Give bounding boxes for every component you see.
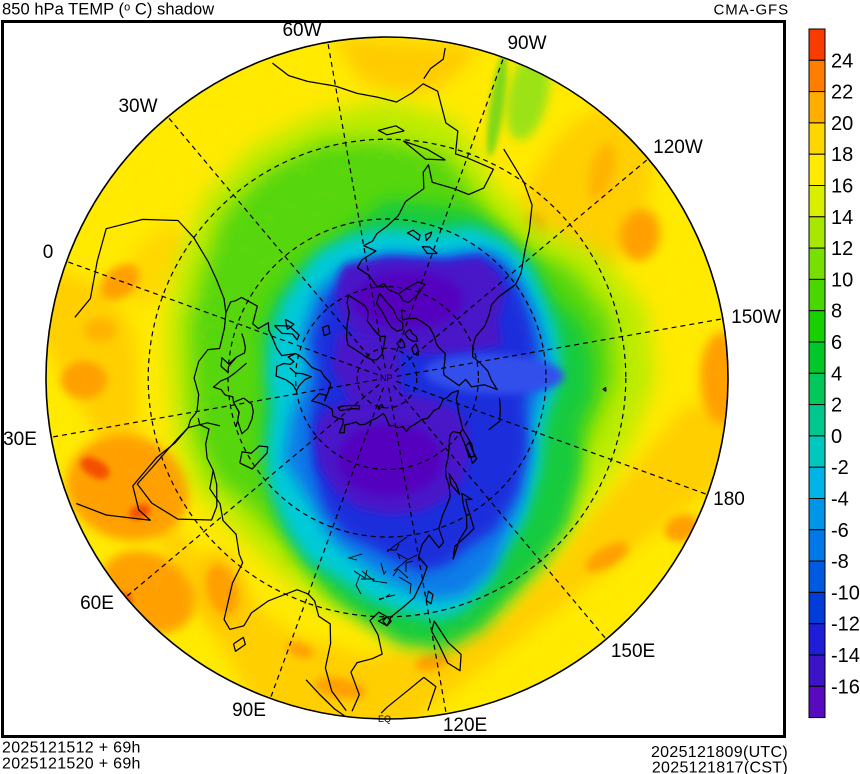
svg-text:0: 0	[831, 426, 842, 448]
svg-text:8: 8	[831, 301, 842, 323]
svg-text:-12: -12	[831, 614, 860, 636]
svg-text:150E: 150E	[611, 641, 655, 662]
svg-text:-16: -16	[831, 676, 860, 698]
svg-text:24: 24	[831, 50, 853, 72]
svg-text:2: 2	[831, 395, 842, 417]
svg-text:18: 18	[831, 144, 853, 166]
svg-text:EQ: EQ	[378, 714, 391, 724]
svg-text:90E: 90E	[232, 700, 266, 721]
svg-text:2025121512 + 69h: 2025121512 + 69h	[2, 740, 141, 757]
svg-text:NP: NP	[380, 373, 393, 383]
svg-text:2025121809(UTC): 2025121809(UTC)	[651, 744, 788, 761]
svg-text:-6: -6	[831, 520, 849, 542]
svg-text:-10: -10	[831, 582, 860, 604]
svg-text:120E: 120E	[443, 715, 487, 736]
svg-text:16: 16	[831, 176, 853, 198]
svg-text:-2: -2	[831, 457, 849, 479]
svg-text:-4: -4	[831, 489, 849, 511]
svg-text:90W: 90W	[507, 33, 546, 54]
svg-text:20: 20	[831, 113, 853, 135]
svg-text:120W: 120W	[653, 137, 703, 158]
svg-text:4: 4	[831, 363, 842, 385]
svg-text:-8: -8	[831, 551, 849, 573]
svg-text:850 hPa TEMP (o C) shadow: 850 hPa TEMP (o C) shadow	[2, 1, 214, 19]
svg-text:CMA-GFS: CMA-GFS	[714, 2, 789, 19]
svg-text:30E: 30E	[3, 429, 37, 450]
svg-text:10: 10	[831, 269, 853, 291]
svg-text:60W: 60W	[282, 20, 321, 41]
svg-text:-14: -14	[831, 645, 860, 667]
svg-text:6: 6	[831, 332, 842, 354]
svg-text:30W: 30W	[118, 96, 157, 117]
svg-text:14: 14	[831, 207, 853, 229]
svg-text:0: 0	[43, 242, 54, 263]
svg-text:2025121520 + 69h: 2025121520 + 69h	[2, 756, 141, 773]
svg-text:12: 12	[831, 238, 853, 260]
svg-text:22: 22	[831, 82, 853, 104]
svg-text:2025121817(CST): 2025121817(CST)	[652, 760, 788, 774]
svg-text:180: 180	[713, 489, 745, 510]
svg-text:60E: 60E	[80, 593, 114, 614]
svg-text:150W: 150W	[731, 307, 781, 328]
